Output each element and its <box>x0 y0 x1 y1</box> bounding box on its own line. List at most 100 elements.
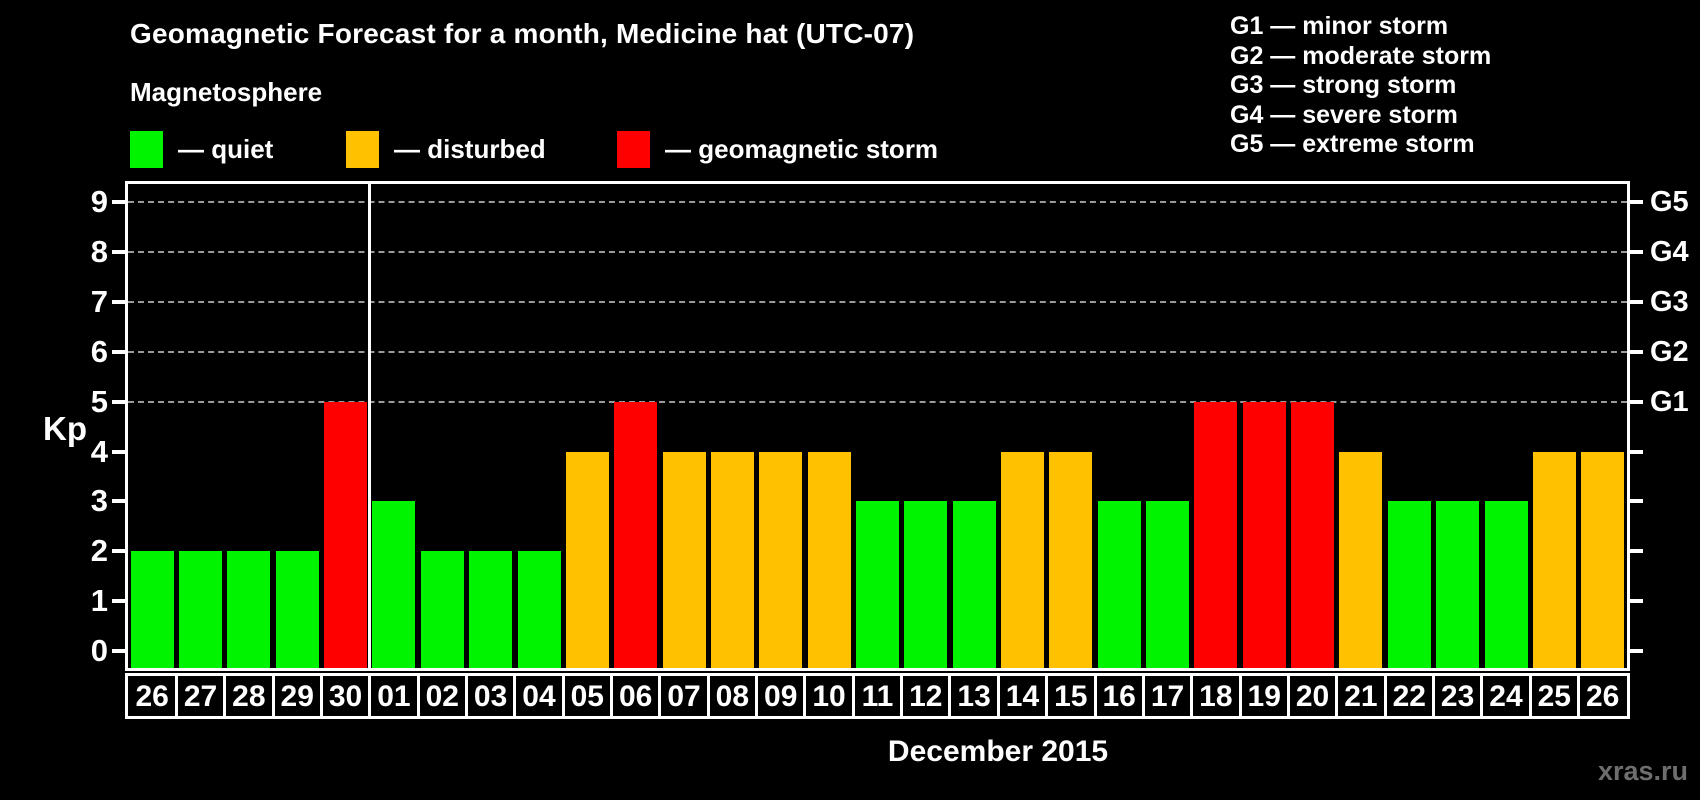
right-axis-tick <box>1630 649 1643 653</box>
day-cell-divider <box>561 676 565 716</box>
kp-bar <box>1097 501 1141 668</box>
x-axis-month-label: December 2015 <box>887 735 1109 768</box>
day-label: 11 <box>861 680 894 713</box>
kp-bar <box>952 501 996 668</box>
day-label: 01 <box>377 680 411 713</box>
day-cell-divider <box>223 676 227 716</box>
magnetosphere-legend-title: Magnetosphere <box>130 77 323 107</box>
day-cell-divider <box>174 676 178 716</box>
kp-bar <box>469 551 513 668</box>
day-cell-divider <box>658 676 662 716</box>
y-tick-label: 6 <box>90 333 108 369</box>
day-label: 15 <box>1054 680 1088 713</box>
day-label: 13 <box>957 680 991 713</box>
kp-bar <box>710 451 754 668</box>
day-cell-divider <box>1431 676 1435 716</box>
kp-bar <box>565 451 609 668</box>
day-cell-divider <box>706 676 710 716</box>
day-label: 22 <box>1392 680 1426 713</box>
right-axis-tick <box>1630 599 1643 604</box>
day-cell-divider <box>610 676 613 716</box>
kp-bar <box>1387 501 1431 668</box>
day-label: 29 <box>280 680 314 713</box>
kp-bar <box>275 551 319 668</box>
watermark: xras.ru <box>1597 756 1688 786</box>
day-cell-divider <box>1141 676 1145 716</box>
kp-bar <box>324 401 368 668</box>
right-axis-tick <box>1630 499 1643 504</box>
g-scale-tick-label: G2 <box>1650 335 1689 368</box>
day-label: 09 <box>764 680 798 713</box>
storm-color-swatch <box>617 130 650 168</box>
legend-item-label: — quiet <box>178 133 274 164</box>
day-label: 21 <box>1344 680 1378 713</box>
day-cell-divider <box>1045 676 1049 716</box>
right-axis-tick <box>1630 200 1643 205</box>
day-label: 24 <box>1489 680 1523 713</box>
day-label: 02 <box>425 680 459 713</box>
g-scale-legend-line: G4 — severe storm <box>1230 100 1458 129</box>
day-label: 28 <box>232 680 266 713</box>
g-scale-legend-line: G5 — extreme storm <box>1230 130 1475 158</box>
right-axis-tick <box>1630 399 1643 404</box>
day-cell-divider <box>1238 676 1242 716</box>
day-label: 07 <box>667 680 701 713</box>
disturbed-color-swatch <box>346 130 379 168</box>
kp-gridline <box>128 251 1627 254</box>
legend-item-storm: — geomagnetic storm <box>617 130 938 168</box>
kp-gridline <box>128 350 1627 353</box>
right-axis-tick <box>1630 449 1643 454</box>
g-scale-tick-label: G3 <box>1650 286 1689 319</box>
g-scale-tick-label: G1 <box>1650 385 1689 418</box>
y-axis-tick <box>112 250 125 255</box>
day-label: 30 <box>328 680 363 713</box>
y-axis-tick <box>112 399 125 404</box>
y-tick-label: 5 <box>90 383 108 419</box>
day-label: 19 <box>1247 680 1281 713</box>
day-cell-divider <box>1480 676 1484 716</box>
quiet-color-swatch <box>130 130 163 168</box>
g-scale-legend-line: G3 — strong storm <box>1230 71 1457 99</box>
day-cell-divider <box>851 676 855 716</box>
day-label: 03 <box>473 680 508 713</box>
day-cell-divider <box>1383 676 1387 716</box>
kp-bar <box>759 451 803 668</box>
kp-bar <box>807 451 851 668</box>
kp-bar <box>517 551 561 668</box>
g-scale-tick-label: G4 <box>1650 236 1689 269</box>
day-cell-divider <box>996 676 1000 716</box>
g-scale-tick-label: G5 <box>1650 186 1689 219</box>
legend-item-disturbed: — disturbed <box>346 130 546 168</box>
day-cell-divider <box>1190 676 1194 716</box>
kp-gridline <box>128 301 1627 304</box>
y-tick-label: 7 <box>90 284 108 320</box>
kp-bar <box>1484 501 1528 668</box>
y-tick-label: 3 <box>90 483 108 519</box>
kp-bar <box>1194 401 1238 668</box>
y-tick-label: 8 <box>90 234 108 270</box>
day-label: 25 <box>1537 680 1571 713</box>
kp-bar <box>904 501 948 668</box>
day-cell-divider <box>1093 676 1097 716</box>
y-tick-label: 1 <box>90 583 108 619</box>
kp-bar <box>855 501 899 668</box>
day-label: 14 <box>1005 680 1040 713</box>
day-cell-divider <box>803 676 807 716</box>
month-boundary-line <box>368 184 372 668</box>
day-label: 05 <box>570 680 604 713</box>
day-label: 23 <box>1440 680 1475 713</box>
kp-bar <box>1339 451 1383 668</box>
y-tick-label: 0 <box>90 633 108 668</box>
y-axis-tick <box>112 349 125 354</box>
day-cell-divider <box>755 676 759 716</box>
legend-item-label: — disturbed <box>394 133 546 164</box>
kp-bar <box>1001 451 1044 668</box>
kp-bar <box>614 401 658 668</box>
day-cell-divider <box>1577 676 1580 716</box>
legend-item-label: — geomagnetic storm <box>665 133 939 164</box>
day-cell-divider <box>464 676 468 716</box>
y-axis-tick <box>112 200 125 205</box>
y-tick-label: 4 <box>90 433 108 469</box>
day-label: 06 <box>618 680 653 713</box>
day-cell-divider <box>948 676 952 716</box>
